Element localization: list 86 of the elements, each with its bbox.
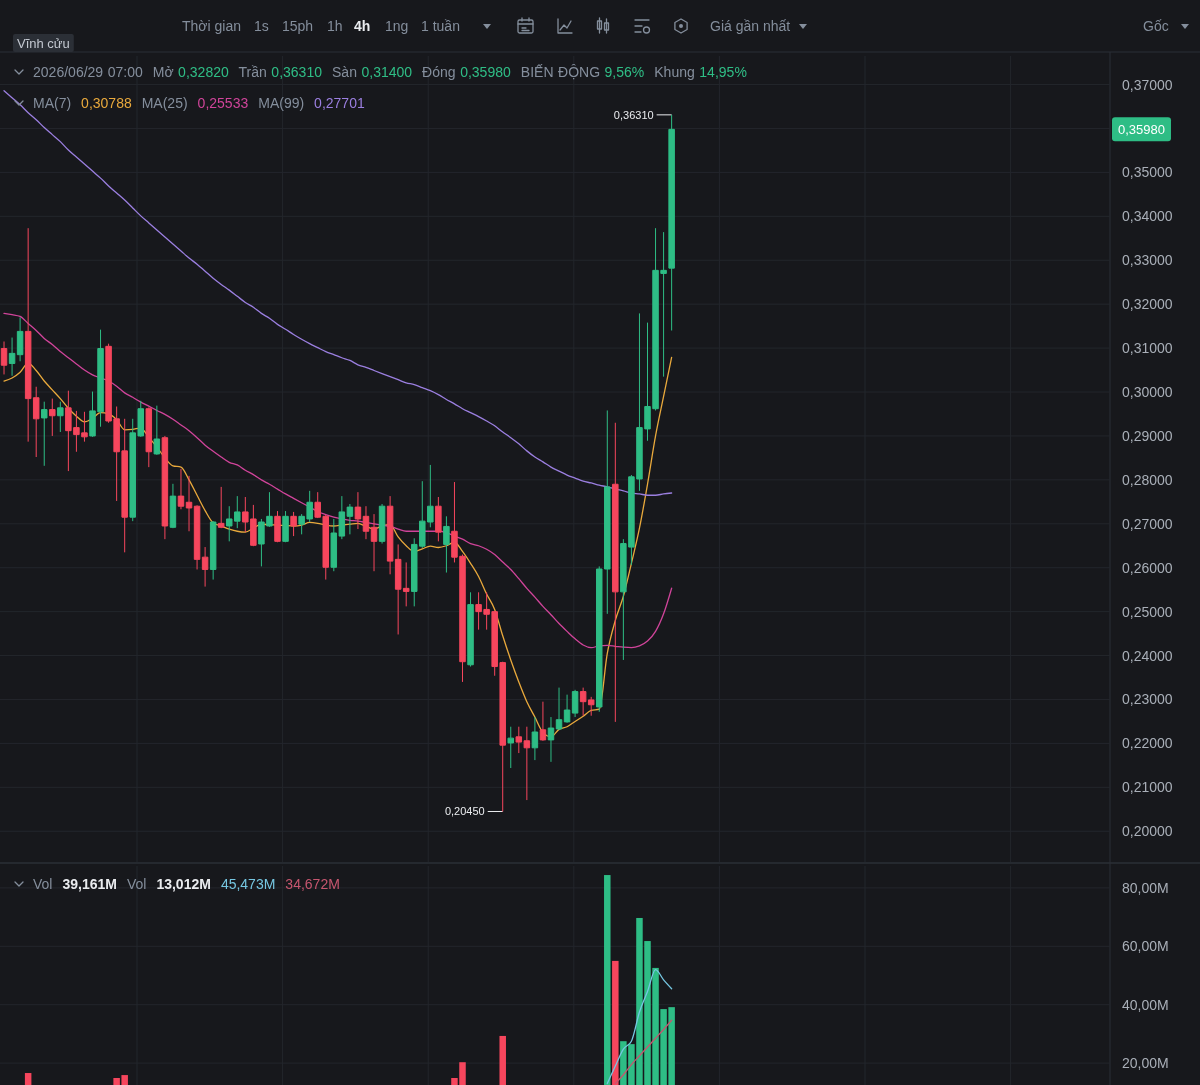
annotation: Vol bbox=[126, 876, 147, 892]
y-tick-label: 0,20000 bbox=[1122, 823, 1173, 840]
candlestick bbox=[354, 491, 362, 530]
annotation: 0,27701 bbox=[314, 95, 365, 111]
y-tick-label: 0,29000 bbox=[1122, 427, 1173, 444]
y-tick-label: 0,34000 bbox=[1122, 208, 1173, 225]
candlestick bbox=[161, 435, 169, 540]
annotation: 0,20450 bbox=[444, 805, 485, 818]
candlestick bbox=[290, 511, 297, 537]
candlestick bbox=[169, 483, 177, 529]
line-series bbox=[614, 1019, 673, 1085]
y-tick-label: 0,27000 bbox=[1122, 515, 1173, 532]
candlestick bbox=[507, 726, 515, 769]
y-tick-label: 0,23000 bbox=[1122, 691, 1173, 708]
candlestick bbox=[370, 513, 378, 572]
candlestick bbox=[185, 475, 193, 532]
candlestick bbox=[193, 504, 201, 570]
candlestick bbox=[177, 468, 185, 510]
candlestick bbox=[547, 716, 555, 763]
annotation: MA(7) bbox=[33, 95, 72, 111]
candlestick bbox=[16, 316, 24, 362]
text: 15ph bbox=[282, 18, 314, 34]
candlestick bbox=[435, 496, 442, 542]
text: 1 tuần bbox=[421, 18, 460, 34]
text: 4h bbox=[354, 18, 371, 34]
candlestick bbox=[274, 510, 281, 543]
candlestick bbox=[49, 398, 56, 437]
candlestick bbox=[612, 422, 619, 723]
candlestick bbox=[539, 701, 547, 742]
candlestick bbox=[8, 337, 16, 377]
candlestick bbox=[531, 716, 539, 761]
annotation: MA(25) bbox=[141, 95, 188, 111]
chart-title: Vĩnh cửu bbox=[17, 35, 70, 51]
candlestick bbox=[362, 505, 370, 540]
line-series bbox=[3, 90, 673, 496]
candlestick bbox=[153, 405, 161, 456]
y-tick-label: 0,30000 bbox=[1122, 384, 1173, 401]
text: 1h bbox=[327, 18, 343, 34]
line-series bbox=[606, 969, 673, 1085]
candlestick bbox=[201, 546, 209, 588]
annotation: MA(99) bbox=[258, 95, 305, 111]
y-tick-label: 40,00M bbox=[1122, 996, 1169, 1013]
y-tick-label: 0,35000 bbox=[1122, 164, 1173, 181]
annotation: 34,672M bbox=[285, 876, 340, 892]
candlestick bbox=[668, 114, 675, 332]
annotation: Vol bbox=[33, 876, 53, 892]
line-series bbox=[3, 312, 673, 649]
annotation: 39,161M bbox=[62, 876, 117, 892]
text: Giá gần nhất bbox=[710, 18, 791, 34]
candlestick bbox=[282, 510, 289, 543]
text: Gốc bbox=[1143, 18, 1169, 34]
y-tick-label: 20,00M bbox=[1122, 1055, 1169, 1072]
text: 2026/06/29 07:00 Mở 0,32820 Trần 0,36310 Sàn 0,31400 Đóng 0,35980 BIẾN ĐỘNG 9,56% Khung 14,95% bbox=[33, 64, 747, 80]
candlestick bbox=[145, 406, 153, 468]
text: 1s bbox=[254, 18, 269, 34]
candlestick bbox=[209, 520, 217, 581]
y-tick-label: 80,00M bbox=[1122, 879, 1169, 896]
candlestick bbox=[40, 401, 48, 467]
y-tick-label: 0,33000 bbox=[1122, 252, 1173, 269]
candlestick bbox=[555, 687, 563, 731]
annotation: 0,30788 bbox=[81, 95, 132, 111]
candlestick bbox=[57, 401, 64, 433]
y-tick-label: 0,25000 bbox=[1122, 603, 1173, 620]
y-tick-label: 0,37000 bbox=[1122, 76, 1173, 93]
candlestick bbox=[443, 515, 450, 574]
y-tick-label: 0,28000 bbox=[1122, 471, 1173, 488]
candlestick bbox=[571, 689, 579, 718]
candlestick bbox=[217, 486, 225, 529]
annotation: 0,25533 bbox=[197, 95, 249, 111]
candlestick bbox=[0, 341, 8, 375]
y-tick-label: 0,21000 bbox=[1122, 779, 1173, 796]
annotation: 45,473M bbox=[220, 876, 276, 892]
y-tick-label: 0,31000 bbox=[1122, 340, 1173, 357]
text: 1ng bbox=[385, 18, 409, 34]
text: Thời gian bbox=[182, 18, 241, 34]
y-tick-label: 0,26000 bbox=[1122, 559, 1173, 576]
y-tick-label: 0,24000 bbox=[1122, 647, 1173, 664]
annotation: 13,012M bbox=[156, 876, 211, 892]
y-tick-label: 60,00M bbox=[1122, 938, 1169, 955]
y-tick-label: 0,22000 bbox=[1122, 735, 1173, 752]
text: 0,35980 bbox=[1118, 121, 1165, 137]
y-tick-label: 0,32000 bbox=[1122, 296, 1173, 313]
annotation: 0,36310 bbox=[613, 108, 654, 121]
candlestick bbox=[378, 503, 386, 545]
candlestick bbox=[467, 591, 474, 668]
candlestick bbox=[563, 694, 571, 724]
